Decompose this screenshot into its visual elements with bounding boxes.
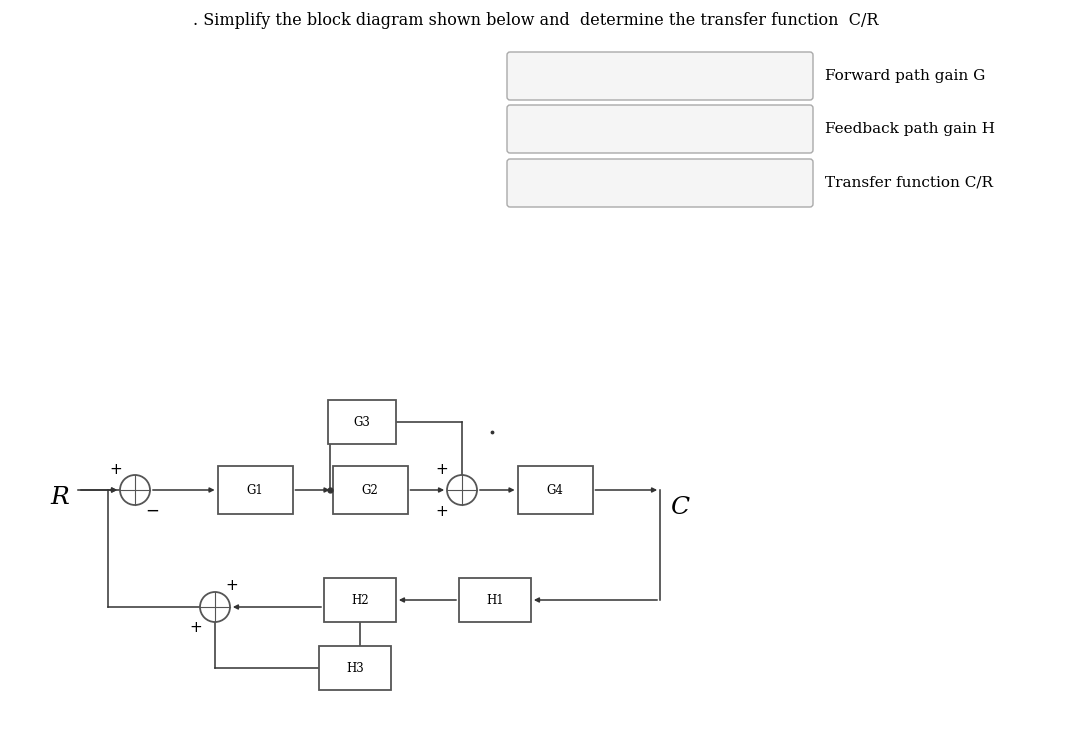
FancyBboxPatch shape xyxy=(517,466,592,514)
Text: H1: H1 xyxy=(486,593,504,607)
Text: +: + xyxy=(109,461,122,477)
Text: H3: H3 xyxy=(347,661,364,675)
FancyBboxPatch shape xyxy=(324,578,396,622)
Text: G3: G3 xyxy=(354,415,370,429)
Text: R: R xyxy=(50,486,70,510)
Text: +: + xyxy=(436,461,449,477)
Text: +: + xyxy=(190,620,203,636)
FancyBboxPatch shape xyxy=(328,400,396,444)
Text: C: C xyxy=(671,496,690,520)
Text: −: − xyxy=(145,502,159,520)
FancyBboxPatch shape xyxy=(508,159,813,207)
Text: +: + xyxy=(225,578,238,593)
Text: G1: G1 xyxy=(247,483,263,496)
Text: G4: G4 xyxy=(546,483,563,496)
Text: Feedback path gain H: Feedback path gain H xyxy=(825,122,995,136)
Text: . Simplify the block diagram shown below and  determine the transfer function  C: . Simplify the block diagram shown below… xyxy=(193,12,879,29)
Circle shape xyxy=(447,475,477,505)
FancyBboxPatch shape xyxy=(508,52,813,100)
FancyBboxPatch shape xyxy=(319,646,391,690)
Text: H2: H2 xyxy=(351,593,369,607)
Circle shape xyxy=(200,592,230,622)
FancyBboxPatch shape xyxy=(459,578,531,622)
FancyBboxPatch shape xyxy=(508,105,813,153)
Text: Forward path gain G: Forward path gain G xyxy=(825,69,985,83)
FancyBboxPatch shape xyxy=(218,466,293,514)
FancyBboxPatch shape xyxy=(333,466,408,514)
Text: Transfer function C/R: Transfer function C/R xyxy=(825,176,993,190)
Text: G2: G2 xyxy=(362,483,379,496)
Circle shape xyxy=(120,475,150,505)
Text: +: + xyxy=(436,504,449,518)
